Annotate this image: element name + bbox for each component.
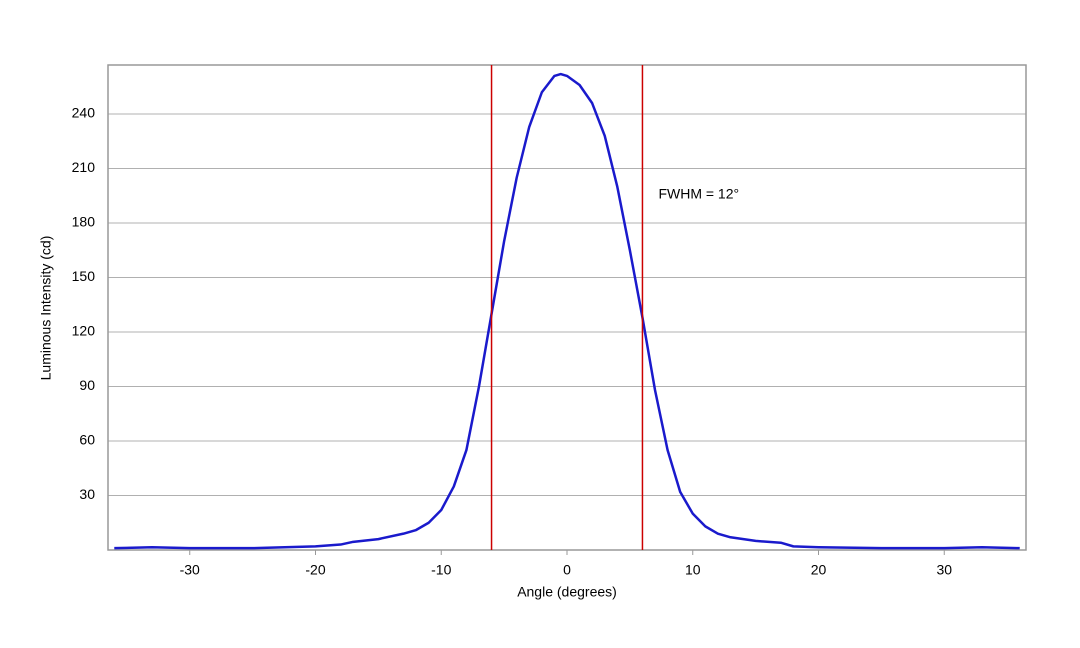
x-tick-label: 20 (811, 562, 827, 578)
y-axis-label: Luminous Intensity (cd) (38, 236, 54, 381)
y-tick-label: 180 (72, 214, 96, 230)
x-axis-label: Angle (degrees) (517, 584, 617, 600)
plot-border (107, 64, 1027, 551)
annotation: FWHM = 12° (658, 186, 739, 202)
y-tick-label: 90 (79, 377, 95, 393)
y-tick-label: 60 (79, 432, 95, 448)
y-tick-label: 150 (72, 268, 96, 284)
x-tick-label: -30 (180, 562, 200, 578)
x-tick-label: 10 (685, 562, 701, 578)
y-tick-label: 240 (72, 105, 96, 121)
data-line (114, 72, 1020, 550)
y-tick-label: 30 (79, 486, 95, 502)
x-tick-label: -20 (305, 562, 325, 578)
x-tick-label: 0 (563, 562, 571, 578)
x-tick-label: -10 (431, 562, 451, 578)
y-tick-label: 210 (72, 159, 96, 175)
x-tick-label: 30 (936, 562, 952, 578)
y-tick-label: 120 (72, 323, 96, 339)
